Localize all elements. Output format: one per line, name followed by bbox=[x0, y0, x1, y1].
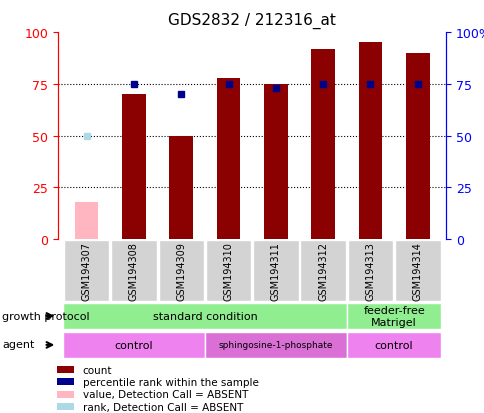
Text: GSM194313: GSM194313 bbox=[365, 241, 375, 300]
Text: control: control bbox=[114, 340, 153, 350]
Text: GSM194308: GSM194308 bbox=[129, 241, 138, 300]
FancyBboxPatch shape bbox=[111, 240, 156, 301]
Text: feeder-free
Matrigel: feeder-free Matrigel bbox=[363, 305, 424, 327]
Bar bbox=[405, 54, 429, 240]
Text: control: control bbox=[374, 340, 413, 350]
FancyBboxPatch shape bbox=[253, 240, 298, 301]
Bar bbox=[358, 43, 381, 240]
Bar bbox=[263, 85, 287, 240]
Bar bbox=[122, 95, 145, 240]
Text: standard condition: standard condition bbox=[152, 311, 257, 321]
FancyBboxPatch shape bbox=[204, 332, 346, 358]
Text: agent: agent bbox=[2, 339, 35, 349]
Bar bbox=[311, 50, 334, 240]
Text: GSM194309: GSM194309 bbox=[176, 241, 186, 300]
Text: GSM194310: GSM194310 bbox=[223, 241, 233, 300]
Bar bbox=[169, 136, 193, 240]
Text: rank, Detection Call = ABSENT: rank, Detection Call = ABSENT bbox=[82, 402, 242, 412]
FancyBboxPatch shape bbox=[205, 240, 251, 301]
Text: count: count bbox=[82, 365, 112, 375]
Text: GSM194314: GSM194314 bbox=[412, 241, 422, 300]
FancyBboxPatch shape bbox=[346, 332, 440, 358]
Bar bbox=[57, 404, 74, 410]
FancyBboxPatch shape bbox=[347, 240, 393, 301]
FancyBboxPatch shape bbox=[158, 240, 203, 301]
Bar bbox=[57, 366, 74, 373]
Text: sphingosine-1-phosphate: sphingosine-1-phosphate bbox=[218, 340, 333, 349]
FancyBboxPatch shape bbox=[300, 240, 345, 301]
Text: growth protocol: growth protocol bbox=[2, 311, 90, 321]
FancyBboxPatch shape bbox=[64, 240, 109, 301]
FancyBboxPatch shape bbox=[394, 240, 439, 301]
Text: GSM194307: GSM194307 bbox=[81, 241, 91, 300]
Text: GSM194312: GSM194312 bbox=[318, 241, 328, 300]
Title: GDS2832 / 212316_at: GDS2832 / 212316_at bbox=[168, 13, 335, 29]
Bar bbox=[75, 202, 98, 240]
FancyBboxPatch shape bbox=[346, 303, 440, 329]
Text: percentile rank within the sample: percentile rank within the sample bbox=[82, 377, 258, 387]
Text: GSM194311: GSM194311 bbox=[270, 241, 280, 300]
Bar bbox=[216, 78, 240, 240]
FancyBboxPatch shape bbox=[63, 332, 204, 358]
Text: value, Detection Call = ABSENT: value, Detection Call = ABSENT bbox=[82, 389, 247, 399]
Bar bbox=[57, 379, 74, 385]
FancyBboxPatch shape bbox=[63, 303, 346, 329]
Bar bbox=[57, 391, 74, 398]
